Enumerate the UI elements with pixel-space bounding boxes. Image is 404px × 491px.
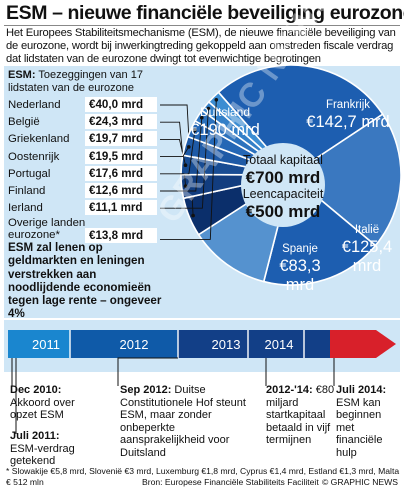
contribution-country: Nederland — [8, 99, 61, 111]
contribution-value: €13,8 mrd — [85, 228, 157, 244]
source-credit: Bron: Europese Financiële Stabiliteits F… — [142, 477, 319, 487]
timeline-year: 2012 — [120, 337, 149, 352]
contribution-country: België — [8, 116, 40, 129]
center-label: Totaal kapitaal — [243, 153, 323, 167]
timeline-note-date: Dec 2010: — [10, 384, 62, 396]
contribution-country: Overige landen eurozone* — [8, 217, 86, 242]
timeline-arrow — [330, 330, 396, 358]
timeline-segment — [70, 330, 178, 358]
leader-dot — [206, 106, 211, 111]
contribution-row: Oostenrijk €19,5 mrd — [8, 148, 158, 166]
leader-line — [160, 130, 196, 175]
contribution-value: €17,6 mrd — [85, 165, 157, 181]
contribution-country: Griekenland — [8, 133, 70, 146]
intro-text: Het Europees Stabiliteitsmechanisme (ESM… — [6, 27, 396, 65]
leader-line — [160, 99, 217, 240]
slice-label-value: €190 mrd — [190, 121, 260, 139]
contribution-country: Portugal — [8, 167, 51, 180]
footnote: * Slowakije €5,8 mrd, Slovenië €3 mrd, L… — [6, 466, 400, 487]
timeline-note: Juli 2011: ESM-verdrag getekend — [10, 430, 90, 468]
lending-note: ESM zal lenen op geldmarkten en leningen… — [8, 241, 162, 321]
leader-dot — [214, 98, 219, 102]
graphic-news-credit: © GRAPHIC NEWS — [321, 477, 398, 487]
contribution-value: €11,1 mrd — [85, 200, 157, 216]
leader-line — [160, 138, 186, 166]
timeline-note-text: €80 miljard startkapitaal betaald in vij… — [266, 384, 335, 447]
slice-label-name: Italië — [355, 224, 379, 236]
contribution-value: €19,5 mrd — [85, 148, 157, 164]
timeline-year: 2011 — [32, 337, 60, 352]
slice-label-name: Frankrijk — [326, 99, 370, 111]
contribution-row: Ierland €11,1 mrd — [8, 200, 158, 217]
leader-dot — [200, 115, 204, 120]
contribution-country: Oostenrijk — [8, 150, 60, 163]
contribution-row: Nederland €40,0 mrd — [8, 97, 158, 114]
contribution-value: €40,0 mrd — [85, 97, 157, 112]
center-value: €700 mrd — [246, 168, 321, 187]
leader-dot — [193, 128, 197, 133]
timeline-note-text: ESM kan beginnen met financiële hulp — [336, 396, 383, 459]
timeline-year: 2014 — [265, 337, 294, 352]
timeline-note-date: Sep 2012: — [120, 384, 172, 396]
contribution-value: €12,6 mrd — [85, 182, 157, 198]
slice-label-value: €83,3 — [279, 257, 320, 275]
leader-line — [160, 117, 203, 192]
esm-heading-text: Toezeggingen van 17 lidstaten van de eur… — [8, 69, 143, 94]
leader-dot — [183, 163, 188, 167]
pie-slice — [217, 64, 384, 177]
contribution-value: €19,7 mrd — [85, 131, 157, 147]
timeline-note: Dec 2010: Akkoord over opzet ESM — [10, 384, 90, 422]
note-connector — [117, 357, 178, 386]
contribution-country: Finland — [8, 184, 46, 197]
leader-line — [160, 146, 190, 158]
esm-heading-label: ESM: — [8, 69, 36, 81]
slice-label-name: Duitsland — [200, 105, 250, 119]
contribution-value: €24,3 mrd — [85, 114, 157, 130]
leader-line — [160, 108, 209, 209]
slice-label-name: Spanje — [282, 243, 318, 255]
footer: * Slowakije €5,8 mrd, Slovenië €3 mrd, L… — [6, 466, 400, 488]
slice-label-unit: mrd — [286, 276, 314, 294]
slice-label-unit: mrd — [353, 257, 381, 275]
contribution-row: Portugal €17,6 mrd — [8, 165, 158, 183]
timeline-note-text: Akkoord over opzet ESM — [10, 396, 75, 422]
title-divider — [4, 25, 400, 26]
contribution-country: Ierland — [8, 202, 43, 215]
contribution-row: België €24,3 mrd — [8, 114, 158, 131]
contribution-row: Overige landen eurozone* €13,8 mrd — [8, 217, 158, 244]
timeline-note-text: Duitse Constitutionele Hof steunt ESM, m… — [120, 384, 246, 459]
contribution-row: Griekenland €19,7 mrd — [8, 131, 158, 148]
pie-center — [241, 143, 325, 227]
pie-slice — [289, 113, 402, 247]
slice-label-value: €142,7 mrd — [306, 113, 389, 131]
timeline-note-text: ESM-verdrag getekend — [10, 442, 75, 468]
center-value: €500 mrd — [246, 202, 321, 221]
timeline-segment — [178, 330, 330, 358]
esm-heading: ESM: Toezeggingen van 17 lidstaten van d… — [8, 69, 168, 94]
timeline-note: Juli 2014: ESM kan beginnen met financië… — [336, 384, 402, 460]
timeline-note: 2012-'14: €80 miljard startkapitaal beta… — [266, 384, 346, 447]
page-title: ESM – nieuwe financiële beveiliging euro… — [6, 2, 404, 24]
slice-label-value: €125,4 — [342, 238, 392, 256]
timeline-note-date: Juli 2011: — [10, 430, 60, 442]
timeline-note-date: Juli 2014: — [336, 384, 387, 396]
contribution-table: Nederland €40,0 mrd België €24,3 mrd Grieken… — [8, 97, 158, 244]
leader-dot — [191, 213, 195, 218]
center-label: Leencapaciteit — [243, 187, 324, 201]
timeline-segment — [8, 330, 70, 358]
timeline-year: 2013 — [212, 337, 241, 352]
leader-dot — [183, 184, 188, 188]
timeline-note-date: 2012-'14: — [266, 384, 313, 396]
contribution-row: Finland €12,6 mrd — [8, 182, 158, 200]
leader-dot — [187, 145, 191, 149]
timeline-note: Sep 2012: Duitse Constitutionele Hof ste… — [120, 384, 250, 460]
